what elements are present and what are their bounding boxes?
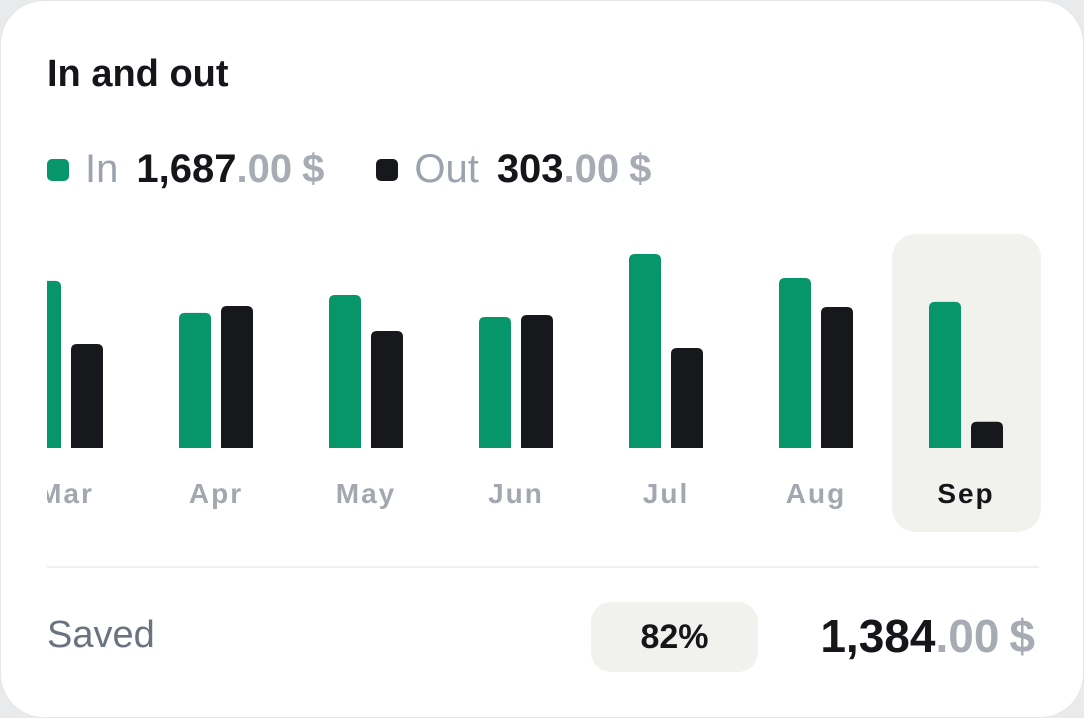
x-tick-label: Mar	[38, 478, 94, 509]
total-cents: .00	[236, 147, 293, 191]
bar	[71, 343, 103, 448]
legend-swatch	[47, 158, 69, 181]
x-tick-label: May	[336, 478, 396, 509]
bar	[971, 421, 1003, 448]
total-currency: $	[629, 147, 652, 191]
total-whole: 303	[496, 147, 564, 191]
bar	[671, 347, 703, 448]
bar	[329, 294, 361, 448]
bar	[47, 280, 61, 448]
legend-item: In 1,687.00 $	[47, 147, 324, 192]
bar	[179, 312, 211, 448]
x-tick-label: Sep	[937, 478, 994, 509]
bar	[929, 301, 961, 448]
chart[interactable]: Mar Apr May Jun Jul Aug Sep	[1, 221, 1084, 551]
card-title: In and out	[47, 53, 229, 95]
bar	[779, 277, 811, 448]
bar	[221, 305, 253, 448]
saved-amount: 1,384.00 $	[820, 609, 1035, 663]
divider	[47, 566, 1039, 568]
total-whole: 1,687	[136, 147, 237, 191]
bar	[521, 314, 553, 448]
amount-currency: $	[1009, 610, 1035, 662]
legend: In 1,687.00 $ Out 303.00 $	[47, 147, 703, 192]
legend-name: Out	[414, 147, 479, 191]
saved-label: Saved	[47, 614, 155, 656]
total-cents: .00	[563, 147, 620, 191]
legend-swatch	[376, 158, 399, 181]
saved-percent: 82%	[591, 602, 758, 672]
x-tick-label: Aug	[786, 478, 846, 509]
x-tick-label: Jun	[488, 478, 544, 509]
total-currency: $	[302, 147, 325, 191]
amount-whole: 1,384	[820, 610, 936, 662]
bar	[629, 254, 661, 448]
legend-item: Out 303.00 $	[376, 147, 651, 192]
legend-name: In	[85, 147, 119, 191]
plot: Mar Apr May Jun Jul Aug Sep	[38, 234, 1041, 532]
amount-cents: .00	[935, 610, 1000, 662]
bar	[479, 316, 511, 448]
bar	[821, 307, 853, 448]
x-tick-label: Apr	[189, 478, 243, 509]
x-tick-label: Jul	[643, 478, 689, 509]
bar	[371, 330, 403, 448]
